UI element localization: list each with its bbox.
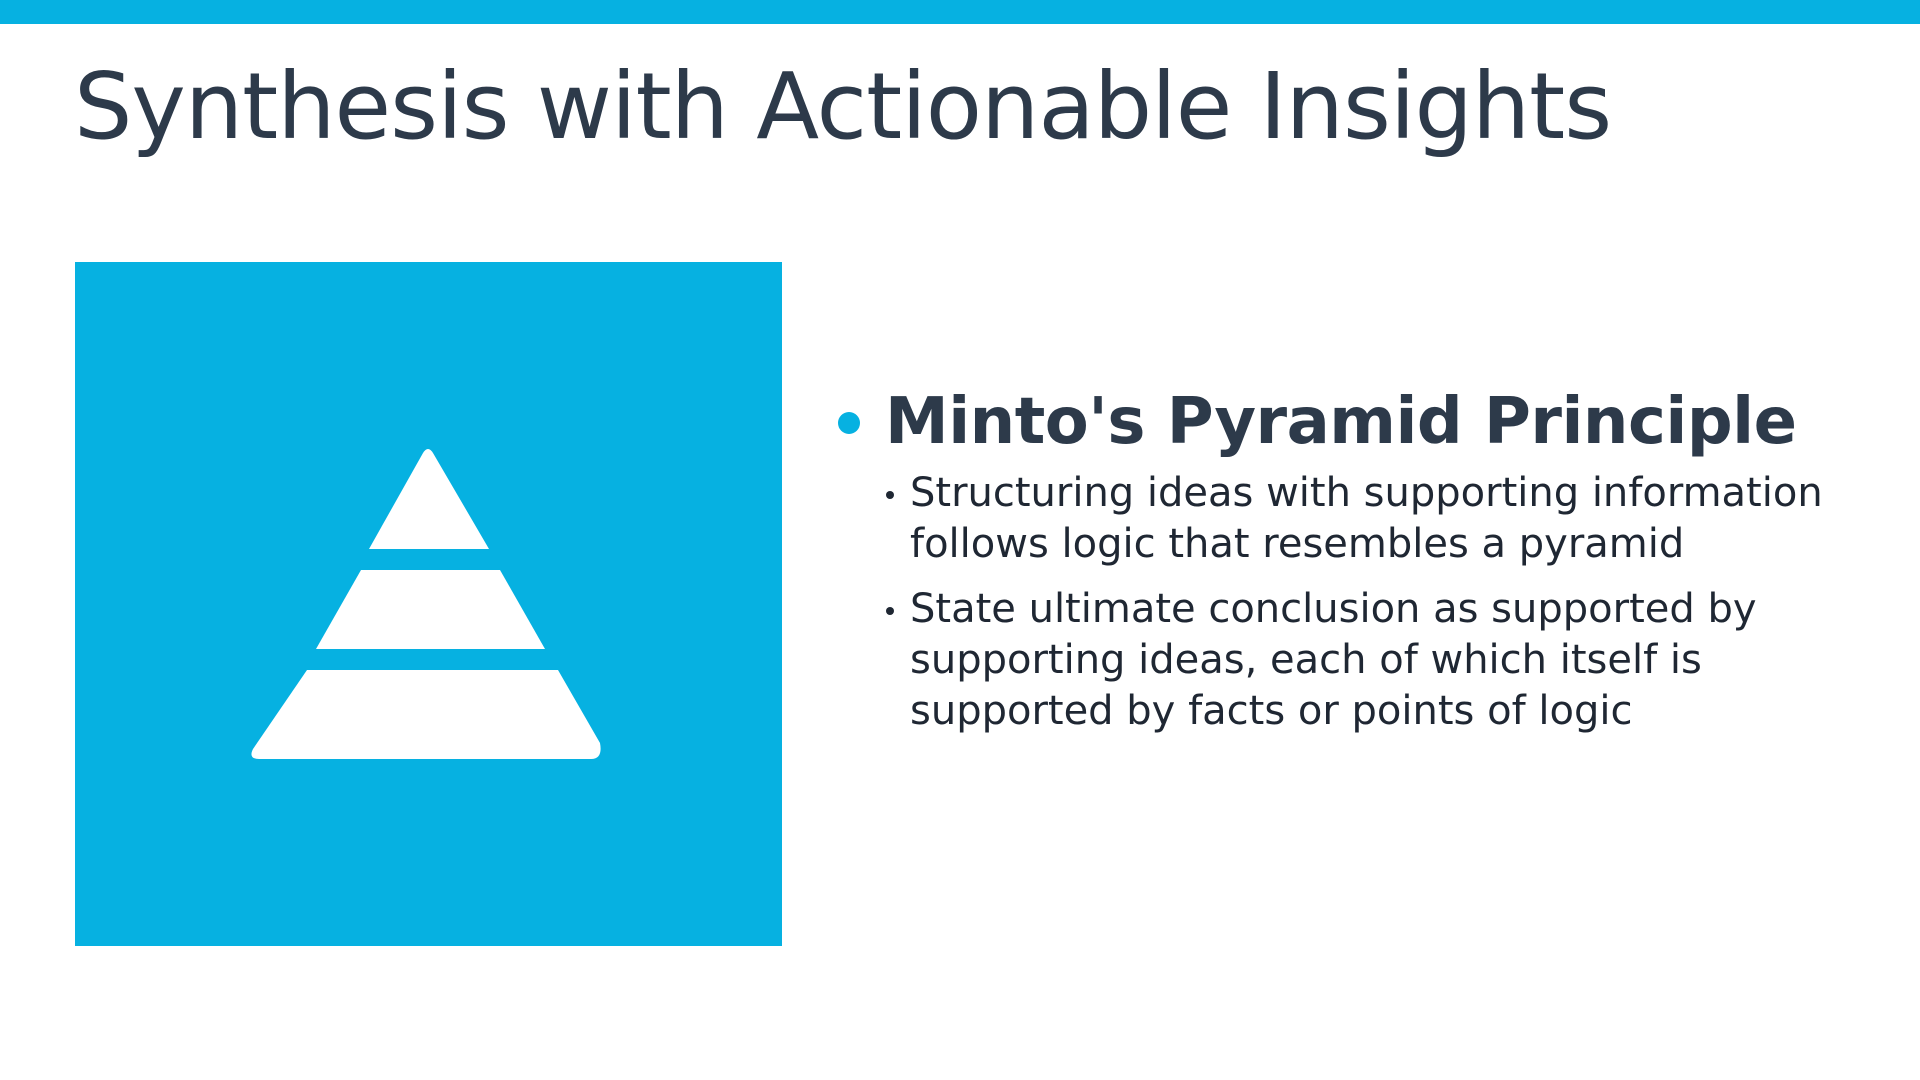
sub-bullet: Structuring ideas with supporting inform… xyxy=(836,468,1876,570)
image-panel xyxy=(75,262,782,946)
slide-title: Synthesis with Actionable Insights xyxy=(74,53,1612,160)
main-bullet: Minto's Pyramid Principle xyxy=(836,382,1876,462)
main-bullet-text: Minto's Pyramid Principle xyxy=(885,385,1797,459)
top-accent-bar xyxy=(0,0,1920,24)
sub-bullet-dot xyxy=(886,491,894,499)
sub-bullet-list: Structuring ideas with supporting inform… xyxy=(836,468,1876,737)
pyramid-icon xyxy=(251,449,601,759)
sub-bullet-dot xyxy=(886,607,894,615)
content-area: Minto's Pyramid Principle Structuring id… xyxy=(836,382,1876,751)
sub-bullet-text: State ultimate conclusion as supported b… xyxy=(910,586,1757,734)
sub-bullet: State ultimate conclusion as supported b… xyxy=(836,584,1876,737)
sub-bullet-text: Structuring ideas with supporting inform… xyxy=(910,470,1823,567)
bullet-dot xyxy=(838,412,860,434)
